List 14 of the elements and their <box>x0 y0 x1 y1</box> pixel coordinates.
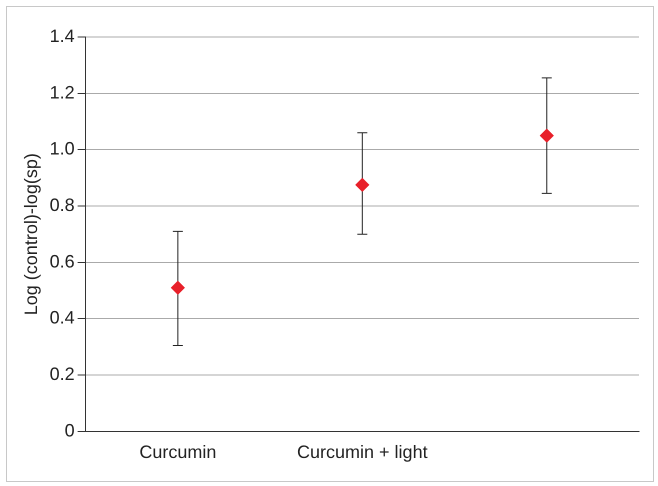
y-tick-label: 1.4 <box>50 26 75 46</box>
y-tick-label: 1.2 <box>50 82 75 102</box>
y-tick-label: 0.8 <box>50 194 75 215</box>
x-tick-label: Curcumin <box>139 442 216 462</box>
y-tick-label: 0.6 <box>50 251 75 272</box>
point <box>355 178 370 192</box>
y-tick-label: 1.0 <box>50 138 75 159</box>
y-tick-label: 0 <box>64 420 75 440</box>
point <box>540 128 554 143</box>
y-axis-title: Log (control)-log(sp) <box>20 153 41 316</box>
y-tick-label: 0.4 <box>50 308 75 328</box>
point <box>170 280 185 295</box>
x-tick-label: Curcumin + light <box>297 442 428 462</box>
y-tick-label: 0.2 <box>50 364 75 384</box>
